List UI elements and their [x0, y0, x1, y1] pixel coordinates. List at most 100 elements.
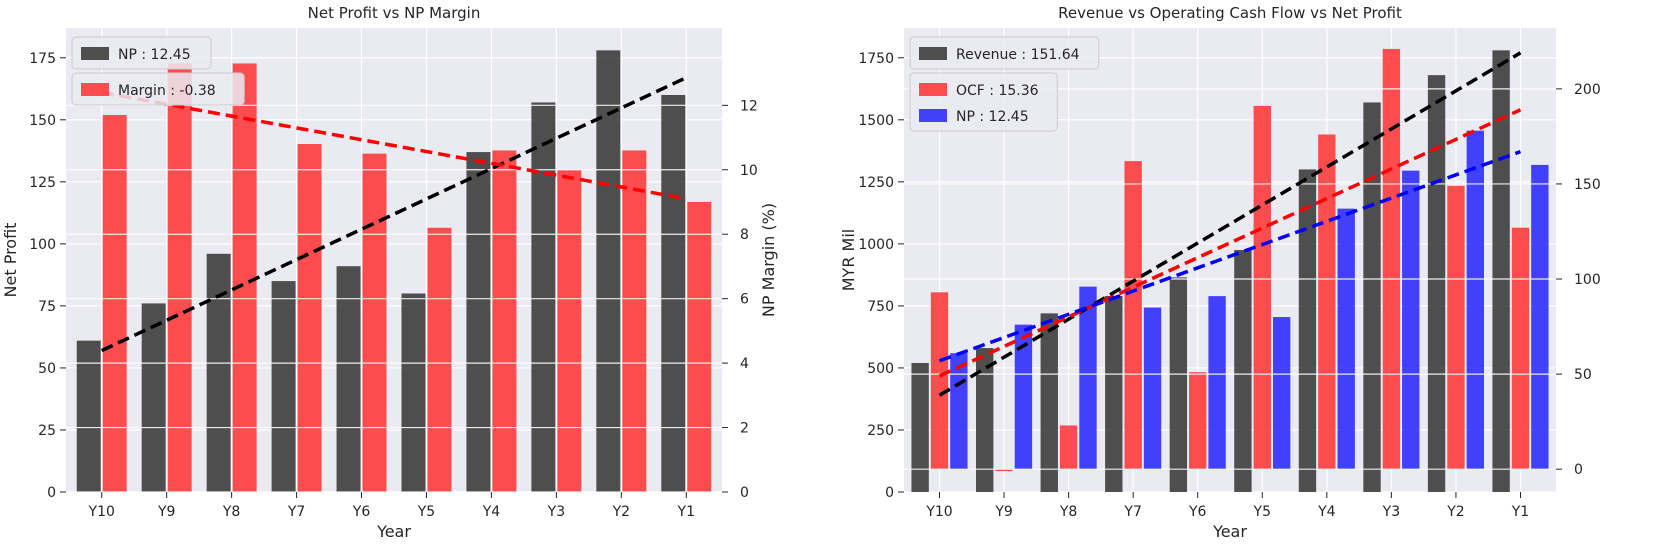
- x-tick-label: Y7: [1123, 504, 1141, 520]
- bar: [1169, 277, 1188, 492]
- bar: [1402, 170, 1420, 470]
- bar: [492, 150, 517, 492]
- y-right-tick-label: 8: [740, 227, 749, 243]
- x-tick-label: Y6: [352, 504, 371, 520]
- bar: [1337, 208, 1355, 470]
- legend-label: Revenue : 151.64: [956, 47, 1080, 63]
- chart-panel-2: 0 250 500 750 1000 1250 1500 1750 0 50 100 150 200 Y1…: [839, 4, 1601, 541]
- bar: [362, 153, 387, 492]
- bar: [1143, 307, 1162, 470]
- legend-box: [71, 36, 212, 70]
- y-tick-label: 1500: [858, 113, 894, 129]
- x-tick-label: Y4: [482, 504, 501, 520]
- legend-swatch: [919, 83, 947, 96]
- trend-line-3: [938, 149, 1522, 363]
- trend-line-2: [938, 108, 1522, 378]
- bar: [596, 50, 621, 493]
- y-axis-label: Net Profit: [1, 223, 20, 298]
- bar: [141, 303, 166, 492]
- bar: [1318, 134, 1336, 470]
- bar: [1272, 317, 1291, 470]
- trend-line-1: [938, 51, 1522, 397]
- bar: [1040, 313, 1058, 492]
- bar: [1014, 324, 1033, 470]
- bar: [995, 469, 1013, 472]
- x-tick-label: Y10: [925, 504, 952, 520]
- bar: [930, 292, 949, 470]
- bar: [531, 102, 556, 492]
- y-right-tick-label: 100: [1574, 272, 1601, 288]
- y-tick-label: 50: [38, 361, 56, 377]
- chart-title: Revenue vs Operating Cash Flow vs Net Pr…: [1058, 4, 1402, 22]
- y-tick-label: 1250: [858, 175, 894, 191]
- legend-swatch: [919, 47, 947, 60]
- x-axis-label: Year: [1212, 522, 1247, 541]
- y-tick-label: 750: [867, 299, 894, 315]
- bar: [232, 63, 257, 492]
- y-tick-label: 0: [885, 485, 894, 501]
- y-axis-label: MYR Mil: [839, 229, 858, 291]
- bar: [1208, 296, 1226, 470]
- x-tick-label: Y1: [1511, 504, 1529, 520]
- y-tick-label: 25: [38, 423, 56, 439]
- legend-label: OCF : 15.36: [956, 83, 1039, 99]
- bar: [1124, 161, 1142, 470]
- chart-panel-1: 0 25 50 75 100 125 150 175 0 2 4 6 8 10 12 Y10 Y9 Y8 Y7 Y6 Y…: [1, 4, 778, 541]
- bar: [466, 152, 491, 492]
- bar: [1234, 250, 1252, 492]
- y-tick-label: 75: [38, 299, 56, 315]
- y-right-axis-label: NP Margin (%): [759, 203, 778, 317]
- bar: [1253, 105, 1271, 470]
- y-right-tick-label: 0: [1574, 462, 1583, 478]
- legend-swatch: [919, 109, 947, 122]
- y-tick-label: 100: [29, 237, 56, 253]
- legend-label: NP : 12.45: [956, 109, 1029, 125]
- legend-box: [909, 36, 1100, 70]
- bar: [911, 362, 929, 492]
- y-right-tick-label: 12: [740, 98, 758, 114]
- bar: [1059, 425, 1078, 470]
- bar: [1427, 75, 1446, 493]
- bar-series-3: [950, 130, 1549, 470]
- y-tick-label: 0: [47, 485, 56, 501]
- bar: [622, 150, 647, 492]
- bar: [1531, 164, 1549, 470]
- x-tick-label: Y2: [1446, 504, 1464, 520]
- bar: [427, 227, 452, 492]
- bar: [661, 94, 686, 492]
- x-tick-label: Y5: [1253, 504, 1271, 520]
- x-tick-label: Y10: [88, 504, 115, 520]
- y-right-tick-label: 2: [740, 421, 749, 437]
- bar: [1298, 169, 1317, 492]
- x-tick-label: Y5: [417, 504, 435, 520]
- bar: [950, 353, 968, 470]
- x-tick-label: Y2: [612, 504, 630, 520]
- legend: NP : 12.45 Margin : -0.38: [71, 36, 245, 106]
- y-tick-label: 1000: [858, 237, 894, 253]
- y-right-tick-label: 50: [1574, 367, 1592, 383]
- bar: [687, 202, 712, 492]
- y-tick-label: 175: [29, 51, 56, 67]
- bar: [1447, 185, 1465, 470]
- x-tick-label: Y9: [157, 504, 175, 520]
- x-tick-label: Y1: [677, 504, 695, 520]
- bar: [206, 253, 231, 492]
- bar: [271, 281, 296, 492]
- bar: [102, 115, 127, 492]
- x-tick-label: Y6: [1188, 504, 1207, 520]
- y-right-tick-label: 4: [740, 356, 749, 372]
- bar: [1105, 295, 1123, 492]
- bar: [297, 144, 322, 492]
- trend-line-2: [101, 90, 687, 201]
- bar: [167, 63, 192, 492]
- bar: [401, 293, 426, 492]
- y-tick-label: 150: [29, 113, 56, 129]
- x-tick-label: Y3: [1382, 504, 1400, 520]
- bar: [76, 340, 101, 492]
- bar: [1492, 50, 1510, 493]
- y-tick-label: 125: [29, 175, 56, 191]
- bar: [1363, 102, 1381, 492]
- y-right-tick-label: 200: [1574, 82, 1601, 98]
- y-right-tick-label: 10: [740, 163, 758, 179]
